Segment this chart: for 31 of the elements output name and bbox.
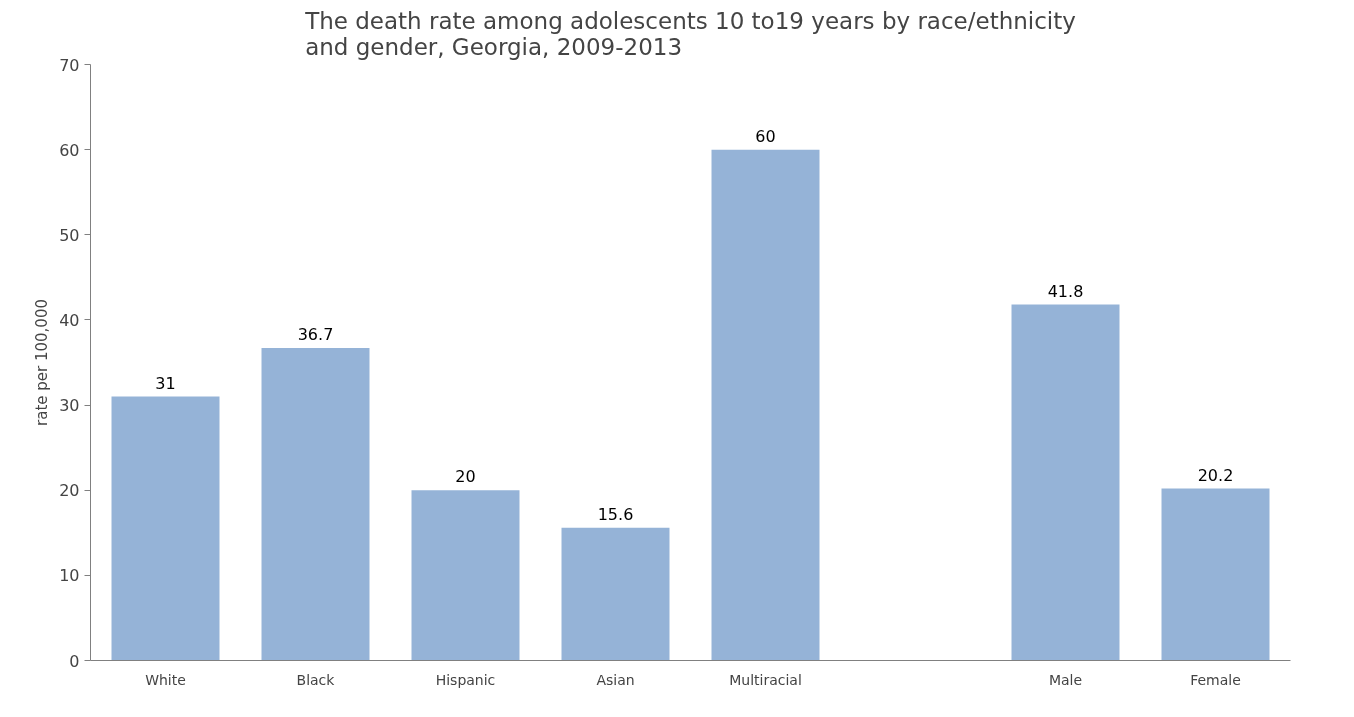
chart-title: The death rate among adolescents 10 to19 years by race/ethnicity and gender, Georgia, 2009-2013 bbox=[304, 7, 1076, 60]
y-tick-label: 30 bbox=[59, 396, 80, 416]
bar bbox=[1011, 304, 1120, 661]
y-tick-label: 20 bbox=[59, 481, 80, 501]
bar bbox=[1161, 488, 1270, 661]
x-tick-label: Multiracial bbox=[729, 671, 802, 688]
bar bbox=[711, 149, 820, 661]
data-label: 31 bbox=[155, 373, 176, 393]
y-tick-label: 40 bbox=[59, 310, 80, 330]
y-tick-label: 50 bbox=[59, 225, 80, 245]
bar bbox=[111, 396, 220, 661]
data-label: 20 bbox=[455, 467, 476, 487]
data-label: 15.6 bbox=[597, 504, 634, 524]
x-tick-label: Hispanic bbox=[435, 671, 496, 688]
data-label: 60 bbox=[755, 126, 776, 146]
y-tick-label: 10 bbox=[59, 566, 80, 586]
bar bbox=[561, 527, 670, 661]
x-tick-label: Female bbox=[1190, 671, 1241, 688]
x-tick-label: Black bbox=[296, 671, 336, 688]
x-tick-label: White bbox=[145, 671, 186, 688]
x-tick-label: Male bbox=[1048, 671, 1083, 688]
bar bbox=[261, 348, 370, 661]
data-label: 41.8 bbox=[1047, 281, 1084, 301]
data-label: 20.2 bbox=[1197, 465, 1234, 485]
y-tick-label: 0 bbox=[69, 651, 80, 671]
y-tick-label: 70 bbox=[59, 55, 80, 75]
x-tick-label: Asian bbox=[596, 671, 635, 688]
y-tick-label: 60 bbox=[59, 140, 80, 160]
bar bbox=[411, 490, 520, 661]
y-axis-title: rate per 100,000 bbox=[33, 299, 52, 426]
data-label: 36.7 bbox=[297, 325, 334, 345]
